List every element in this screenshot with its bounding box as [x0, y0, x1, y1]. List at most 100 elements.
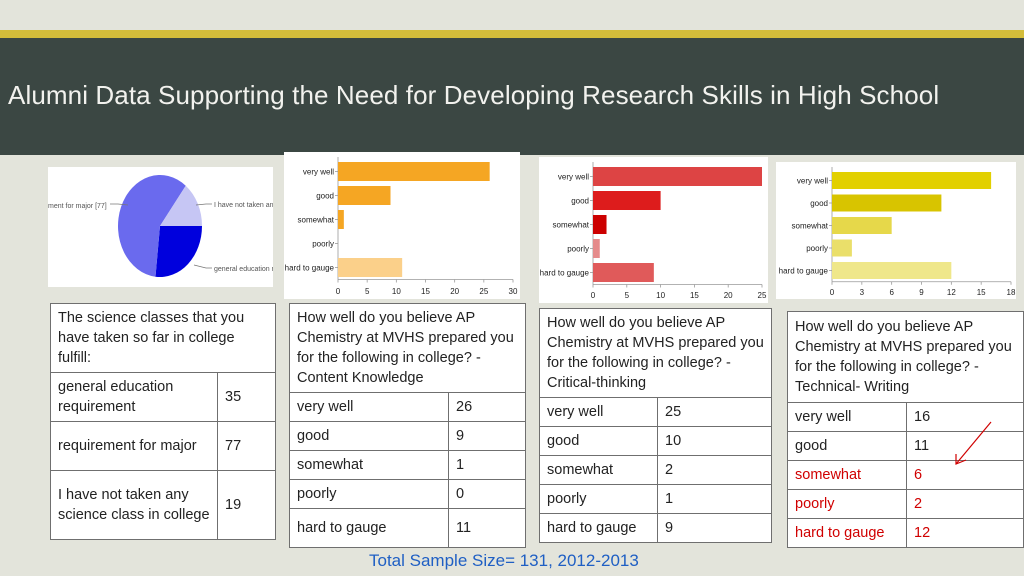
table-header-row: How well do you believe AP Chemistry at …: [289, 303, 526, 393]
table-header: The science classes that you have taken …: [50, 303, 276, 373]
tick-label: 0: [830, 288, 835, 297]
table-row: hard to gauge 9: [539, 513, 772, 543]
sample-size-note: Total Sample Size= 131, 2012-2013: [369, 551, 639, 570]
tick-label: 10: [656, 291, 665, 300]
category-label: very well: [303, 168, 334, 177]
table-row-highlighted: poorly 2: [787, 489, 1024, 519]
bar: [338, 162, 490, 181]
tick-label: 12: [947, 288, 956, 297]
bar: [832, 217, 892, 234]
pie-slice: [160, 185, 202, 226]
annotation-arrow-icon: [955, 421, 992, 465]
row-label: good: [539, 426, 658, 456]
tick-label: 3: [860, 288, 865, 297]
bar: [593, 167, 762, 186]
category-label: hard to gauge: [779, 267, 829, 276]
row-value: 19: [217, 470, 276, 540]
row-value: 0: [448, 479, 526, 509]
row-label: good: [289, 421, 449, 451]
pie-chart-panel: ment for major [77] I have not taken an ge…: [48, 167, 275, 287]
table-row: very well 26: [289, 392, 526, 422]
pie-leader-line: [193, 264, 212, 269]
table-row: good 10: [539, 426, 772, 456]
row-value: 35: [217, 372, 276, 422]
bar-chart-content-knowledge: very well good somewhat poorly hard to gauge…: [285, 157, 518, 296]
table-row: hard to gauge 11: [289, 508, 526, 548]
table-row: I have not taken any science class in co…: [50, 470, 276, 540]
row-label: hard to gauge: [787, 518, 907, 548]
table-row: poorly 0: [289, 479, 526, 509]
pie-slice: [117, 175, 186, 277]
tick-label: 6: [889, 288, 894, 297]
table-header-row: The science classes that you have taken …: [50, 303, 276, 373]
bar-chart-panel-writing: very well good somewhat poorly hard to gauge…: [776, 162, 1016, 299]
category-label: hard to gauge: [285, 264, 335, 273]
table-row: somewhat 1: [289, 450, 526, 480]
tick-label: 5: [365, 287, 370, 296]
tick-label: 9: [919, 288, 924, 297]
row-label: very well: [539, 397, 658, 427]
tick-label: 15: [977, 288, 986, 297]
table-row: very well 25: [539, 397, 772, 427]
tick-label: 15: [690, 291, 699, 300]
tick-label: 15: [421, 287, 430, 296]
tick-label: 25: [479, 287, 488, 296]
category-label: good: [571, 197, 589, 206]
tick-label: 30: [509, 287, 518, 296]
table-header-row: How well do you believe AP Chemistry at …: [787, 311, 1024, 403]
tick-label: 5: [625, 291, 630, 300]
table-header: How well do you believe AP Chemistry at …: [787, 311, 1024, 403]
category-label: poorly: [806, 244, 828, 253]
row-value: 1: [657, 484, 772, 514]
pie-leader-line: [110, 203, 129, 206]
row-label: poorly: [787, 489, 907, 519]
chalkboard-band: [0, 38, 1024, 155]
row-value: 12: [906, 518, 1024, 548]
row-label: hard to gauge: [539, 513, 658, 543]
pie-slice: [155, 226, 202, 277]
row-value: 2: [657, 455, 772, 485]
table-header: How well do you believe AP Chemistry at …: [289, 303, 526, 393]
tick-label: 10: [392, 287, 401, 296]
row-value: 11: [448, 508, 526, 548]
bar: [832, 239, 852, 257]
table-row: requirement for major 77: [50, 421, 276, 471]
bar: [832, 262, 952, 279]
bar: [832, 194, 942, 212]
category-label: very well: [797, 177, 828, 186]
bar: [338, 210, 344, 229]
pie-leader-line: [195, 203, 212, 206]
row-label: I have not taken any science class in co…: [50, 470, 218, 540]
row-value: 1: [448, 450, 526, 480]
bar: [338, 186, 391, 205]
bar: [832, 172, 992, 189]
category-label: good: [810, 199, 828, 208]
pie-chart: ment for major [77] I have not taken an ge…: [48, 175, 275, 277]
table-row: very well 16: [787, 402, 1024, 432]
category-label: somewhat: [298, 216, 335, 225]
bar: [593, 239, 600, 258]
bar: [338, 258, 403, 277]
tick-label: 18: [1007, 288, 1016, 297]
tick-label: 20: [724, 291, 733, 300]
bar-chart-panel-critical: very well good somewhat poorly hard to gauge…: [539, 157, 768, 303]
table-content-knowledge: How well do you believe AP Chemistry at …: [289, 303, 526, 548]
category-label: somewhat: [792, 222, 829, 231]
table-row: good 9: [289, 421, 526, 451]
table-technical-writing: How well do you believe AP Chemistry at …: [787, 311, 1024, 548]
accent-stripe: [0, 30, 1024, 38]
slide-header: Alumni Data Supporting the Need for Deve…: [0, 0, 1024, 155]
category-label: hard to gauge: [540, 269, 590, 278]
row-value: 16: [906, 402, 1024, 432]
table-critical-thinking: How well do you believe AP Chemistry at …: [539, 308, 772, 543]
row-value: 9: [448, 421, 526, 451]
table-science-classes: The science classes that you have taken …: [50, 303, 276, 540]
pie-label: I have not taken an: [214, 202, 273, 209]
row-label: somewhat: [787, 460, 907, 490]
row-value: 2: [906, 489, 1024, 519]
tick-label: 20: [450, 287, 459, 296]
table-row: poorly 1: [539, 484, 772, 514]
row-label: general education requirement: [50, 372, 218, 422]
row-label: poorly: [539, 484, 658, 514]
table-row-highlighted: hard to gauge 12: [787, 518, 1024, 548]
